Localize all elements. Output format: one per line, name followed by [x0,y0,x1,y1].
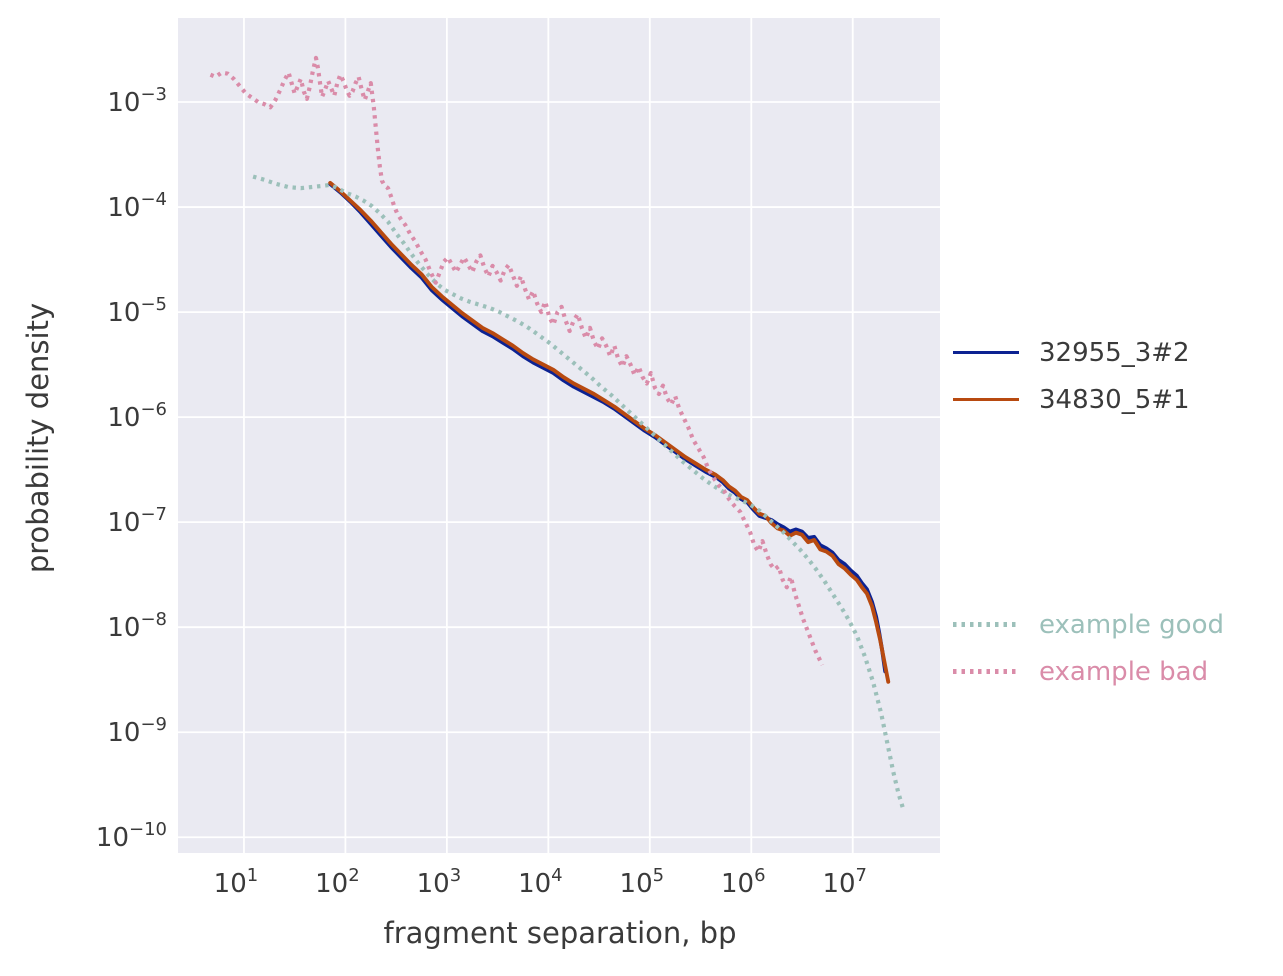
x-tick-label-1e3: 103 [417,865,462,899]
legend-item-sample-2: 34830_5#1 [953,376,1190,423]
legend-samples: 32955_3#2 34830_5#1 [953,329,1190,423]
series-line-example-good [252,174,906,811]
legend-line-swatch-solid-orange [953,398,1019,401]
x-tick-label-1e4: 104 [518,865,563,899]
x-tick-label-1e7: 107 [822,865,867,899]
legend-label: 34830_5#1 [1039,384,1190,415]
x-tick-label-1e2: 102 [315,865,360,899]
y-tick-label-1e-5: 10−5 [107,294,167,328]
legend-item-sample-1: 32955_3#2 [953,329,1190,376]
legend-line-swatch-dotted-teal [953,622,1019,627]
legend-item-example-good: example good [953,601,1224,648]
y-tick-label-1e-6: 10−6 [107,399,167,433]
legend-examples: example good example bad [953,601,1224,695]
legend-label: 32955_3#2 [1039,337,1190,368]
y-tick-label-1e-3: 10−3 [107,84,167,118]
series-line-34830-5-1 [328,180,891,684]
x-tick-label-1e1: 101 [214,865,259,899]
y-tick-label-1e-7: 10−7 [107,504,167,538]
x-tick-label-1e6: 106 [721,865,766,899]
x-axis-label: fragment separation, bp [383,916,737,950]
legend-line-swatch-dotted-pink [953,669,1019,674]
y-tick-label-1e-8: 10−8 [107,609,167,643]
legend-line-swatch-solid-blue [953,351,1019,354]
y-tick-label-1e-9: 10−9 [107,714,167,748]
series-line-example-bad [209,55,825,666]
y-tick-label-1e-4: 10−4 [107,189,167,223]
x-tick-label-1e5: 105 [620,865,665,899]
y-axis-label: probability density [21,302,55,574]
legend-item-example-bad: example bad [953,648,1224,695]
legend-label: example good [1039,609,1224,640]
y-tick-label-1e-10: 10−10 [96,819,167,853]
legend-label: example bad [1039,656,1209,687]
plot-area [178,18,940,853]
